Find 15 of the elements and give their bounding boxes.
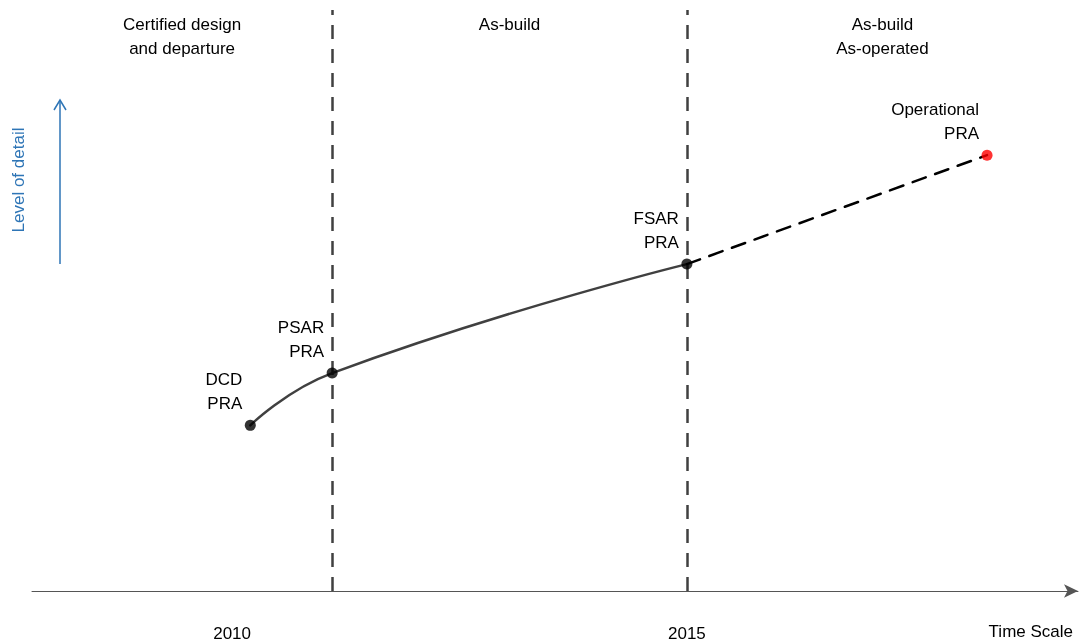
y-axis-title: Level of detail [9,127,29,233]
point [244,419,256,431]
text: As-build [478,14,541,34]
annotation: DCD PRA [205,369,243,413]
text: As-build As-operated [836,14,929,58]
annotation: Operational PRA [891,99,980,143]
point [681,258,693,270]
text: Certified design and departure [123,14,242,58]
x-axis-title: Time Scale [988,622,1074,641]
x-tick-label: 2010 [213,624,252,643]
point [981,149,993,161]
point [326,367,338,379]
annotation: PSAR PRA [277,317,325,361]
annotation: FSAR PRA [633,208,680,252]
x-tick-label: 2015 [667,624,706,643]
